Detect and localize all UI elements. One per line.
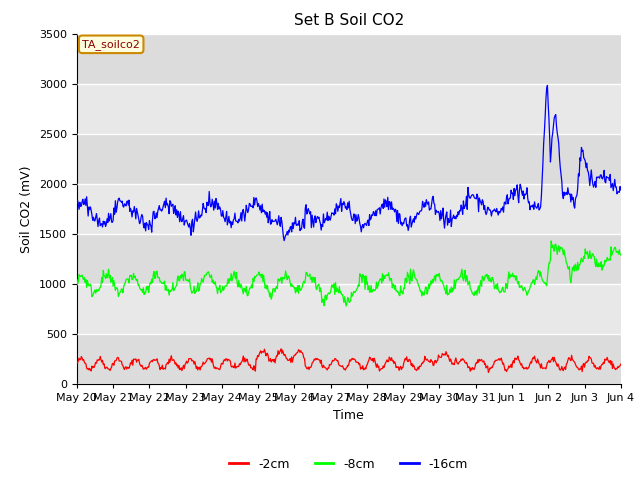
- Bar: [77, 184, 621, 234]
- Bar: [77, 84, 621, 134]
- Bar: [77, 234, 621, 284]
- Bar: [77, 334, 621, 384]
- Bar: [77, 284, 621, 334]
- Text: TA_soilco2: TA_soilco2: [82, 39, 140, 50]
- Bar: [77, 134, 621, 184]
- Y-axis label: Soil CO2 (mV): Soil CO2 (mV): [20, 165, 33, 252]
- Legend: -2cm, -8cm, -16cm: -2cm, -8cm, -16cm: [225, 453, 473, 476]
- Title: Set B Soil CO2: Set B Soil CO2: [294, 13, 404, 28]
- Bar: [77, 34, 621, 84]
- X-axis label: Time: Time: [333, 408, 364, 421]
